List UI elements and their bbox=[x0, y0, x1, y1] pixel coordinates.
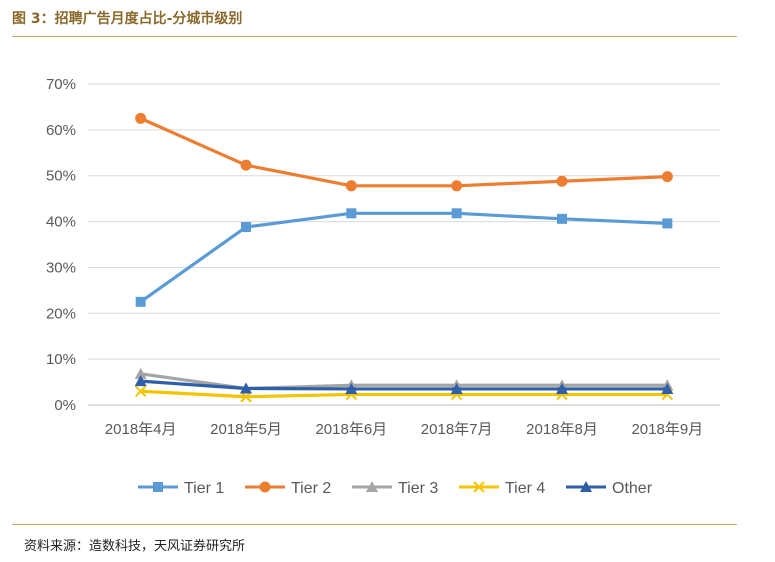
series-tier-1 bbox=[135, 208, 673, 307]
y-tick-label: 10% bbox=[46, 351, 76, 368]
bottom-divider bbox=[12, 524, 737, 525]
data-point bbox=[556, 382, 568, 394]
y-tick-label: 40% bbox=[46, 214, 76, 231]
data-point bbox=[134, 375, 147, 387]
series-line bbox=[139, 379, 669, 391]
y-tick-label: 70% bbox=[46, 76, 76, 93]
series-lines bbox=[134, 112, 674, 403]
legend-swatch-marker bbox=[473, 481, 485, 493]
y-tick-label: 30% bbox=[46, 259, 76, 276]
data-point bbox=[450, 382, 463, 394]
series-line bbox=[139, 211, 669, 304]
legend-label: Tier 1 bbox=[184, 480, 224, 497]
x-tick-label: 2018年6月 bbox=[315, 421, 387, 438]
series-other bbox=[134, 375, 674, 394]
legend-item: Tier 2 bbox=[245, 480, 331, 497]
data-point bbox=[345, 382, 358, 394]
series-line bbox=[139, 389, 669, 399]
legend-swatch-marker bbox=[153, 482, 163, 492]
y-tick-label: 60% bbox=[46, 122, 76, 139]
data-point bbox=[451, 180, 463, 192]
legend-item: Other bbox=[566, 480, 653, 497]
x-axis-ticks: 2018年4月 2018年5月 2018年6月 2018年7月 2018年8月 2018年… bbox=[105, 421, 703, 438]
legend-label: Tier 2 bbox=[291, 480, 331, 497]
top-divider bbox=[12, 36, 737, 37]
legend-label: Tier 3 bbox=[398, 480, 438, 497]
data-point bbox=[134, 367, 147, 379]
y-tick-label: 50% bbox=[46, 168, 76, 185]
y-axis-ticks: 0% 10% 20% 30% 40% 50% 60% 70% bbox=[46, 76, 76, 414]
data-point bbox=[134, 385, 147, 397]
series-tier-2 bbox=[135, 112, 673, 192]
legend-label: Tier 4 bbox=[505, 480, 545, 497]
data-point bbox=[557, 213, 567, 224]
legend: Tier 1 Tier 2 Tier 3 Tier 4 Other bbox=[138, 480, 653, 497]
legend-swatch-marker bbox=[259, 481, 271, 493]
x-tick-label: 2018年5月 bbox=[210, 421, 282, 438]
legend-item: Tier 4 bbox=[459, 480, 545, 497]
series-line bbox=[139, 116, 669, 188]
data-point bbox=[241, 222, 251, 233]
legend-label: Other bbox=[612, 480, 653, 497]
source-note: 资料来源：造数科技，天风证券研究所 bbox=[24, 539, 246, 554]
data-point bbox=[345, 180, 357, 192]
data-point bbox=[240, 382, 252, 394]
legend-swatch-marker bbox=[366, 481, 378, 492]
data-point bbox=[662, 218, 673, 229]
x-tick-label: 2018年7月 bbox=[421, 421, 493, 438]
legend-swatch-marker bbox=[580, 481, 592, 492]
legend-item: Tier 1 bbox=[138, 480, 224, 497]
figure-title: 图 3：招聘广告月度占比-分城市级别 bbox=[12, 11, 243, 27]
data-point bbox=[135, 296, 146, 307]
data-point bbox=[661, 382, 674, 394]
data-point bbox=[556, 175, 568, 187]
x-tick-label: 2018年4月 bbox=[105, 421, 177, 438]
data-point bbox=[135, 112, 147, 124]
gridlines bbox=[88, 83, 720, 406]
data-point bbox=[346, 208, 357, 219]
data-point bbox=[451, 208, 462, 219]
data-point bbox=[240, 159, 252, 171]
x-tick-label: 2018年8月 bbox=[526, 421, 598, 438]
legend-item: Tier 3 bbox=[352, 480, 438, 497]
y-tick-label: 0% bbox=[54, 397, 76, 414]
x-tick-label: 2018年9月 bbox=[631, 421, 703, 438]
y-tick-label: 20% bbox=[46, 305, 76, 322]
data-point bbox=[661, 171, 673, 183]
